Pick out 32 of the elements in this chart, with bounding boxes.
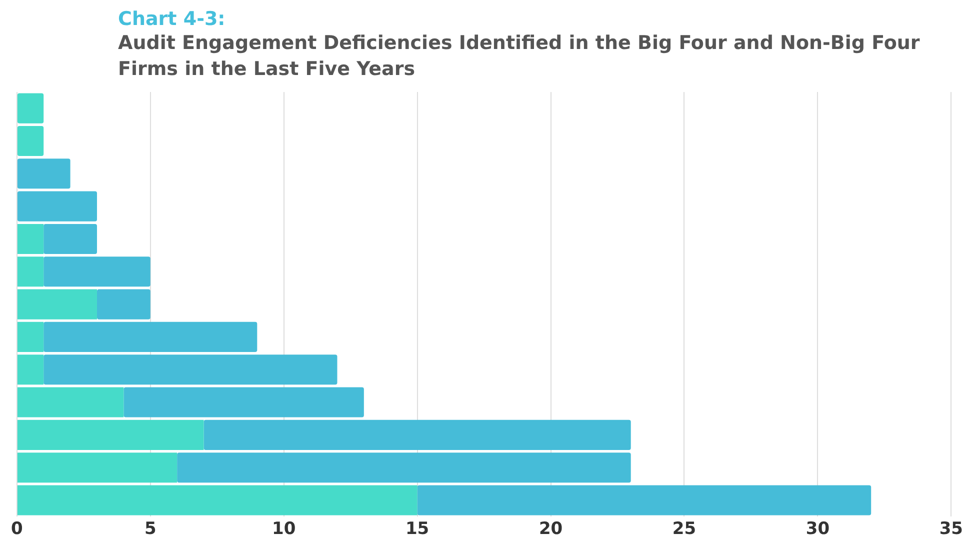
bar <box>124 387 364 418</box>
x-tick-label: 20 <box>538 519 563 540</box>
x-tick-label: 35 <box>939 519 964 540</box>
bar <box>44 224 97 254</box>
x-tick-label: 0 <box>10 519 23 540</box>
x-tick-label: 30 <box>806 519 830 540</box>
x-tick-label: 15 <box>405 519 430 540</box>
bar <box>17 191 97 222</box>
bar <box>17 256 44 287</box>
bar <box>44 322 258 352</box>
bar <box>17 452 178 483</box>
bar <box>204 420 631 450</box>
bar <box>96 289 150 320</box>
bar <box>17 420 204 450</box>
chart-subtitle: Audit Engagement Deficiencies Identified in the Big Four and Non-Big Four Firms in the Last Five Years <box>118 31 921 82</box>
chart-title: Chart 4-3: <box>118 8 226 30</box>
bar <box>17 93 44 124</box>
x-tick-label: 10 <box>272 519 296 540</box>
x-tick-label: 5 <box>144 519 156 540</box>
bar <box>417 485 872 516</box>
bar <box>44 354 338 385</box>
bar <box>44 256 150 287</box>
bar <box>17 354 44 385</box>
bar <box>17 126 44 156</box>
x-tick-label: 25 <box>672 519 696 540</box>
bar <box>177 452 631 483</box>
bar <box>17 224 44 254</box>
bar <box>17 485 418 516</box>
bar <box>17 387 124 418</box>
bar <box>17 322 44 352</box>
bar <box>17 289 97 320</box>
bar <box>17 158 70 189</box>
